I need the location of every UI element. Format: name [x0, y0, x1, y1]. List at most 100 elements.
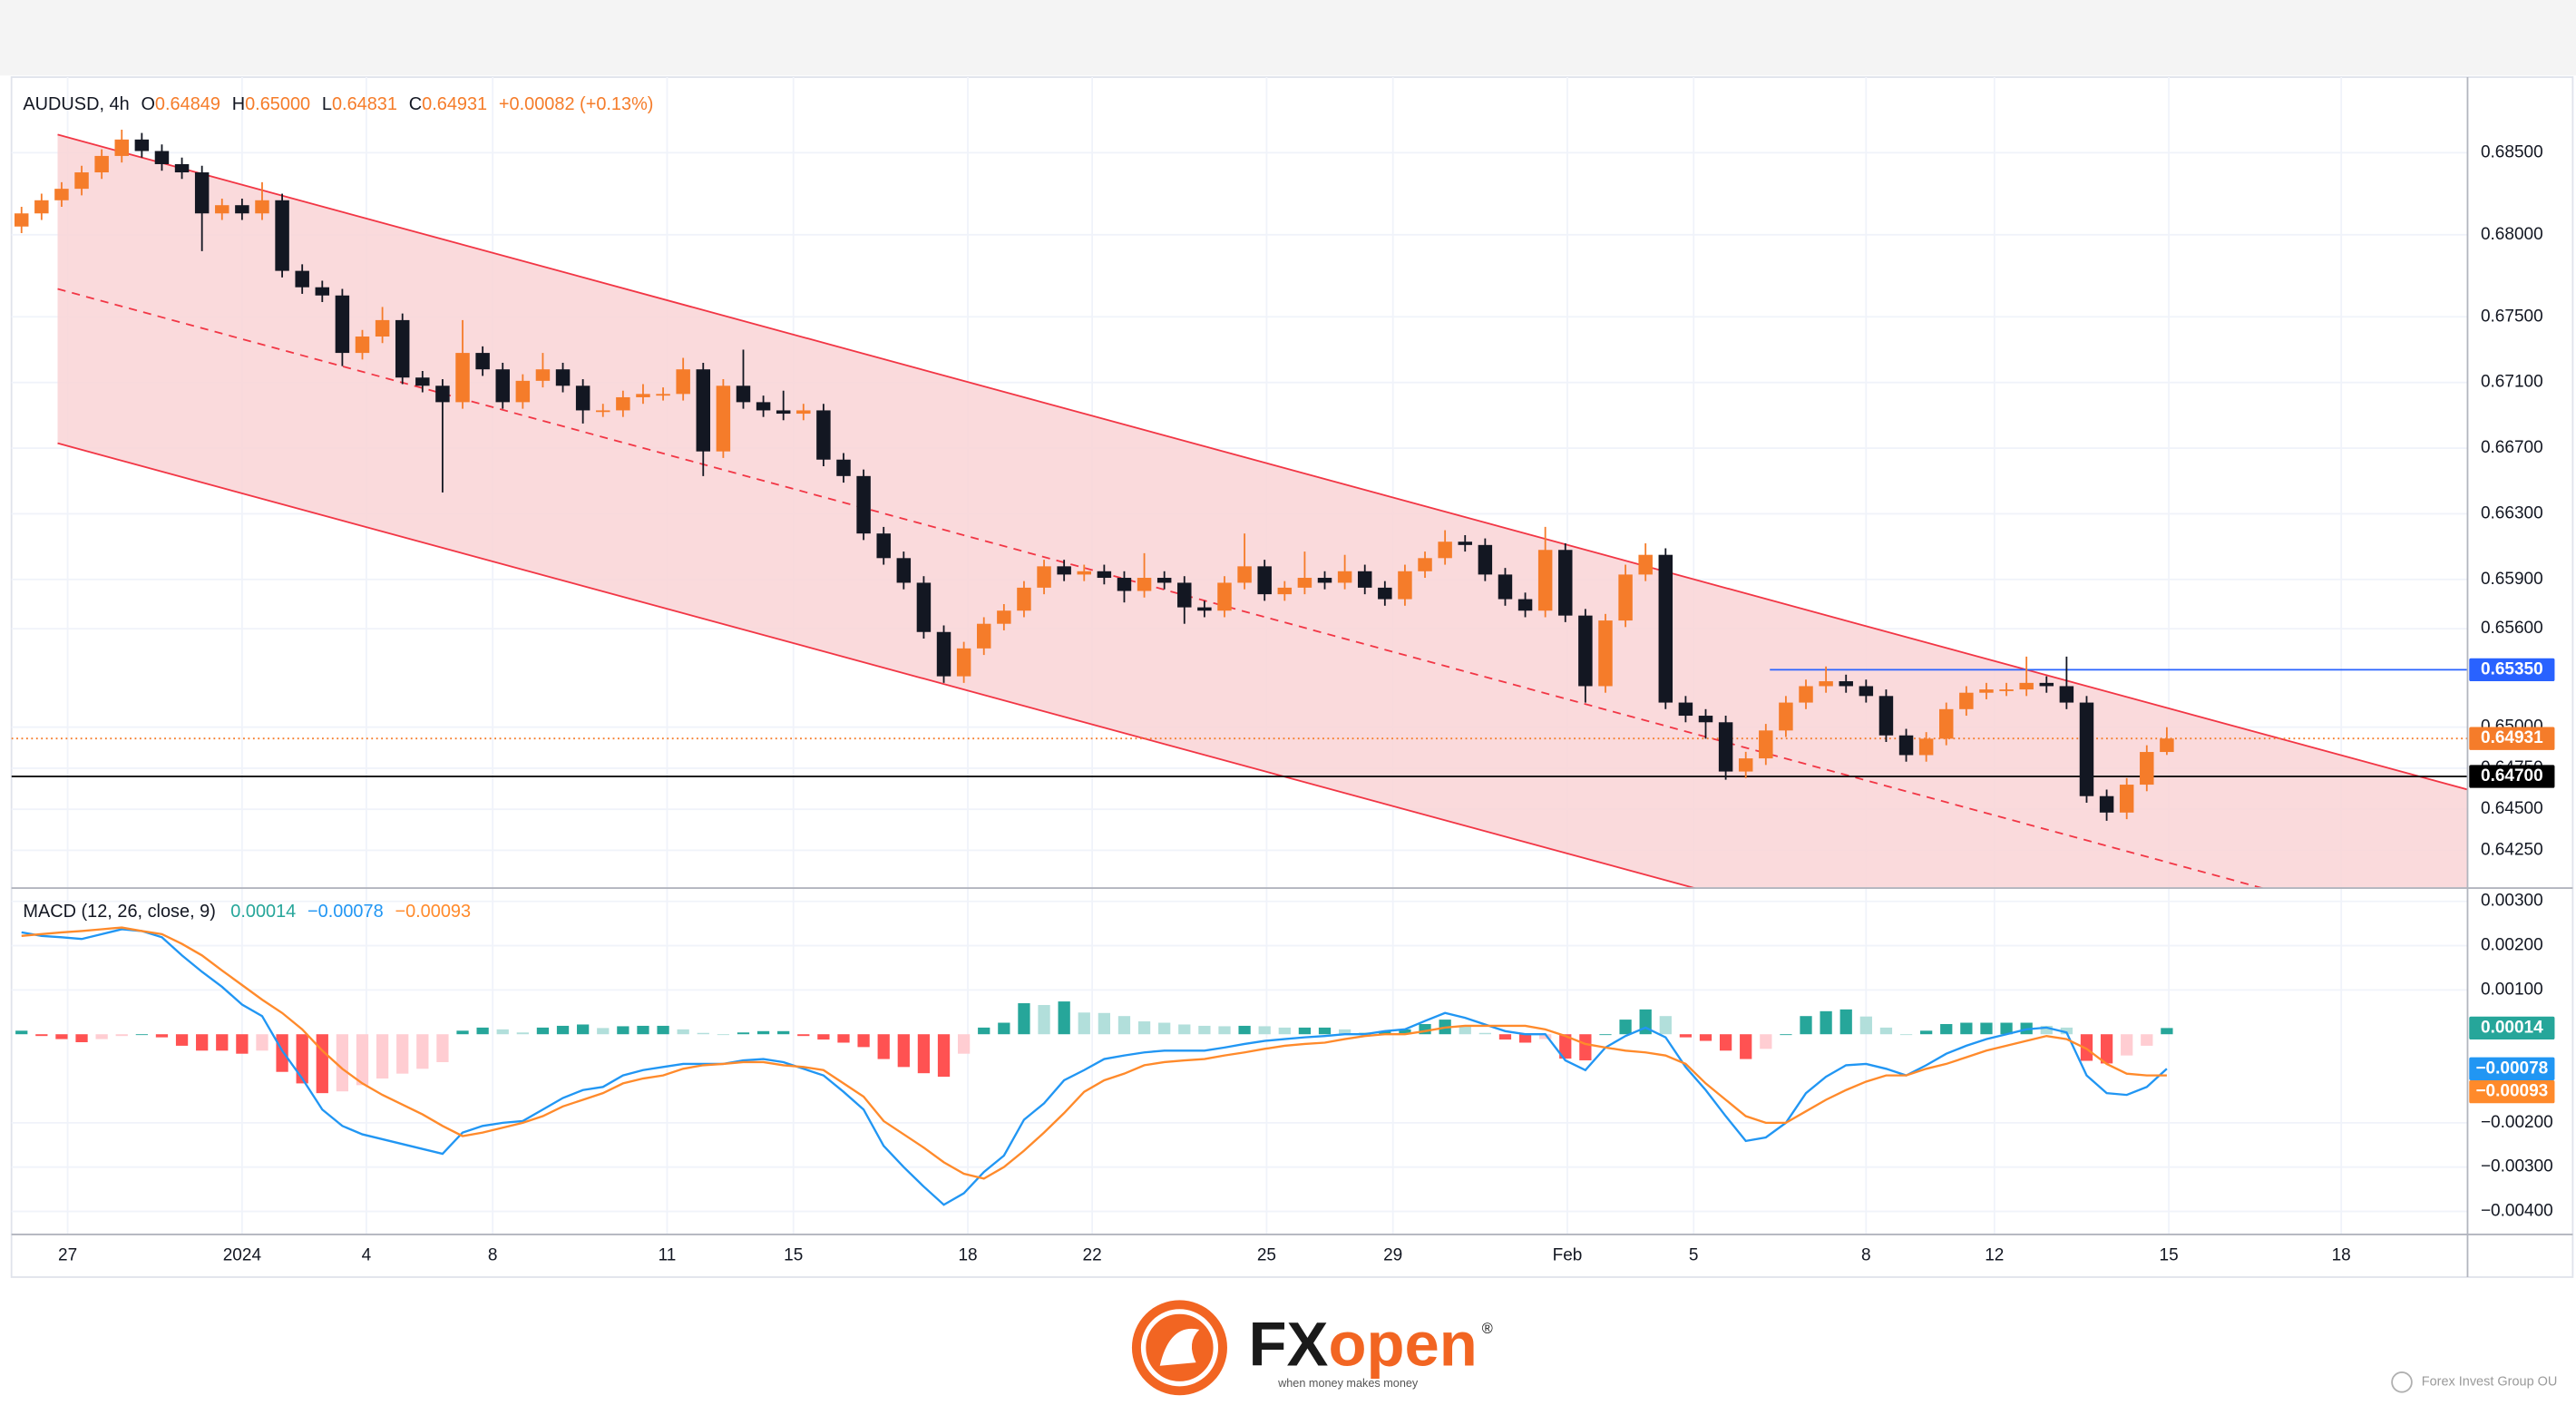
candle-body: [1878, 696, 1894, 736]
histogram-bar: [1459, 1026, 1471, 1035]
histogram-bar: [617, 1026, 629, 1035]
candle-body: [1839, 681, 1853, 687]
histogram-bar: [236, 1034, 249, 1054]
chart-header: AUDUSD, 4h O0.64849 H0.65000 L0.64831 C0…: [23, 94, 653, 114]
histogram-bar: [978, 1027, 990, 1035]
x-tick-label: 25: [1257, 1245, 1276, 1264]
candle-body: [1898, 735, 1914, 756]
candle-body: [836, 459, 851, 476]
channel-fill: [57, 134, 2468, 889]
x-tick-label: 22: [1083, 1245, 1102, 1264]
macd-line: [21, 926, 2167, 1180]
field-value: 0.65000: [245, 94, 310, 114]
field-key: C: [409, 94, 422, 114]
histogram-bar: [2121, 1034, 2133, 1056]
candle-body: [174, 163, 190, 173]
histogram-bar: [1137, 1021, 1151, 1035]
histogram-bar: [536, 1027, 550, 1035]
candle-body: [1598, 620, 1613, 687]
histogram-bar: [1318, 1027, 1332, 1035]
x-tick-label: 15: [784, 1245, 803, 1264]
macd-value: −0.00078: [307, 902, 384, 922]
histogram-bar: [1980, 1022, 1993, 1035]
histogram-bar: [15, 1030, 28, 1035]
candle-body: [1859, 686, 1874, 697]
field-value: 0.64831: [332, 94, 397, 114]
field-key: L: [322, 94, 332, 114]
histogram-bar: [1198, 1025, 1211, 1035]
histogram-bar: [2040, 1025, 2053, 1035]
candle-body: [1398, 571, 1412, 600]
candle-body: [1517, 599, 1533, 611]
watermark-icon: [2391, 1371, 2413, 1393]
histogram-bar: [476, 1027, 489, 1035]
candle-body: [2140, 752, 2154, 786]
candle-body: [776, 410, 791, 415]
candle-body: [716, 385, 731, 452]
histogram-bar: [697, 1032, 709, 1035]
candle-body: [1537, 550, 1553, 611]
candle-body: [756, 402, 771, 411]
histogram-bar: [35, 1034, 48, 1037]
candle-body: [1057, 566, 1071, 575]
x-tick-label: 12: [1985, 1245, 2004, 1264]
histogram-bar: [1399, 1029, 1411, 1035]
candle-body: [1799, 686, 1813, 703]
histogram-bar: [877, 1034, 890, 1059]
histogram-bar: [737, 1032, 750, 1035]
candle-body: [816, 410, 831, 460]
y-tick-label: 0.65600: [2481, 619, 2543, 638]
candle-body: [94, 155, 109, 173]
field-value: 0.64849: [155, 94, 220, 114]
candle-body: [555, 369, 571, 386]
candle-body: [575, 385, 590, 411]
histogram-bar: [1800, 1016, 1812, 1035]
candle-body: [856, 475, 871, 534]
candle-body: [1237, 566, 1252, 583]
histogram-bar: [95, 1034, 108, 1039]
histogram-bar: [1178, 1024, 1191, 1035]
candle-body: [1177, 582, 1192, 608]
candle-body: [876, 533, 891, 559]
candle-body: [14, 213, 29, 227]
histogram-bar: [777, 1030, 790, 1035]
candle-body: [1759, 730, 1773, 759]
histogram-bar: [1599, 1034, 1612, 1036]
histogram-bar: [55, 1034, 68, 1039]
x-tick-label: Feb: [1553, 1245, 1583, 1264]
candle-body: [1918, 738, 1934, 756]
symbol: AUDUSD, 4h: [23, 94, 129, 114]
candle-body: [1718, 722, 1733, 772]
change: +0.00082 (+0.13%): [499, 94, 654, 114]
x-tick-label: 29: [1383, 1245, 1402, 1264]
histogram-bar: [356, 1034, 369, 1086]
histogram-bar: [416, 1034, 429, 1069]
histogram-bar: [436, 1034, 449, 1062]
histogram-bar: [1158, 1022, 1171, 1035]
field-value: 0.64931: [422, 94, 487, 114]
histogram-bar: [1518, 1034, 1532, 1043]
histogram-bar: [1117, 1016, 1131, 1035]
candle-body: [1378, 587, 1392, 600]
candle-body: [194, 172, 210, 214]
y-tick-label: 0.64250: [2481, 840, 2543, 859]
histogram-bar: [817, 1034, 830, 1040]
y-tick-label: 0.64500: [2481, 799, 2543, 818]
histogram-bar: [897, 1034, 910, 1068]
histogram-bar: [577, 1024, 590, 1035]
channel-lower: [57, 442, 1698, 889]
histogram-bar: [496, 1029, 509, 1035]
value-box-label: 0.00014: [2481, 1018, 2543, 1037]
histogram-bar: [336, 1034, 349, 1092]
histogram-bar: [556, 1025, 570, 1035]
candle-body: [736, 385, 751, 403]
histogram-bar: [717, 1034, 730, 1036]
histogram-bar: [1258, 1026, 1271, 1035]
top-strip: [0, 0, 2576, 76]
candle-body: [1939, 708, 1954, 739]
candle-body: [656, 394, 670, 396]
level-label: 0.65350: [2481, 659, 2543, 678]
candle-body: [1297, 578, 1312, 588]
candle-body: [255, 200, 269, 214]
candle-body: [335, 295, 350, 354]
